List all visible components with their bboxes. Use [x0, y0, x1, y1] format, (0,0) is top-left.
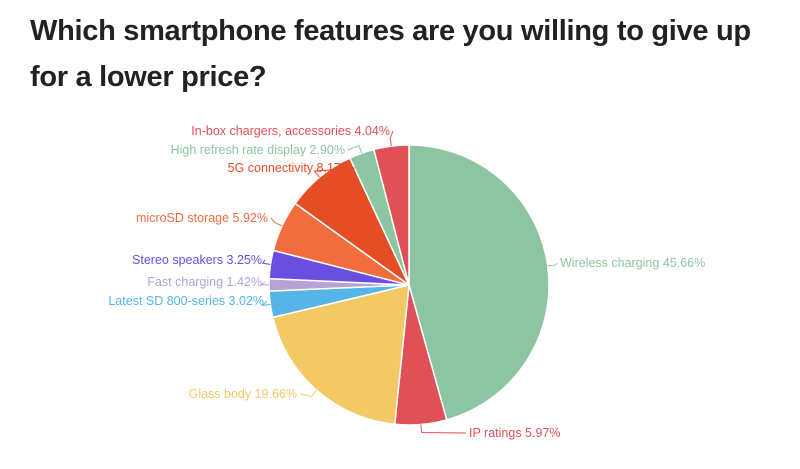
leader-line [347, 145, 363, 154]
leader-line [259, 281, 269, 286]
leader-line [547, 262, 558, 267]
slice-label: Glass body 19.66% [189, 387, 297, 401]
leader-line [313, 167, 356, 178]
slice-label: In-box chargers, accessories 4.04% [191, 124, 390, 138]
slice-label: Fast charging 1.42% [147, 275, 262, 289]
slice-label: 5G connectivity 8.17% [228, 161, 352, 175]
slice-label: microSD storage 5.92% [136, 211, 268, 225]
pie-slice [271, 284, 410, 426]
leader-line [260, 300, 271, 307]
slice-labels: Wireless charging 45.66% IP ratings 5.97%… [108, 124, 705, 440]
chart-title: Which smartphone features are you willin… [30, 15, 751, 93]
leader-line [270, 217, 283, 227]
pie-slice [408, 144, 550, 421]
leader-line [299, 389, 318, 397]
leader-lines [259, 130, 558, 434]
pie-slices [268, 144, 550, 426]
slice-label: Stereo speakers 3.25% [132, 253, 262, 267]
pie-slice [372, 144, 410, 286]
leader-line [420, 424, 467, 434]
leader-line [389, 130, 394, 147]
slice-label: Wireless charging 45.66% [560, 256, 705, 270]
slice-label: High refresh rate display 2.90% [171, 143, 345, 157]
leader-line [261, 259, 271, 265]
slice-label: IP ratings 5.97% [469, 426, 561, 440]
slice-label: Latest SD 800-series 3.02% [108, 294, 264, 308]
